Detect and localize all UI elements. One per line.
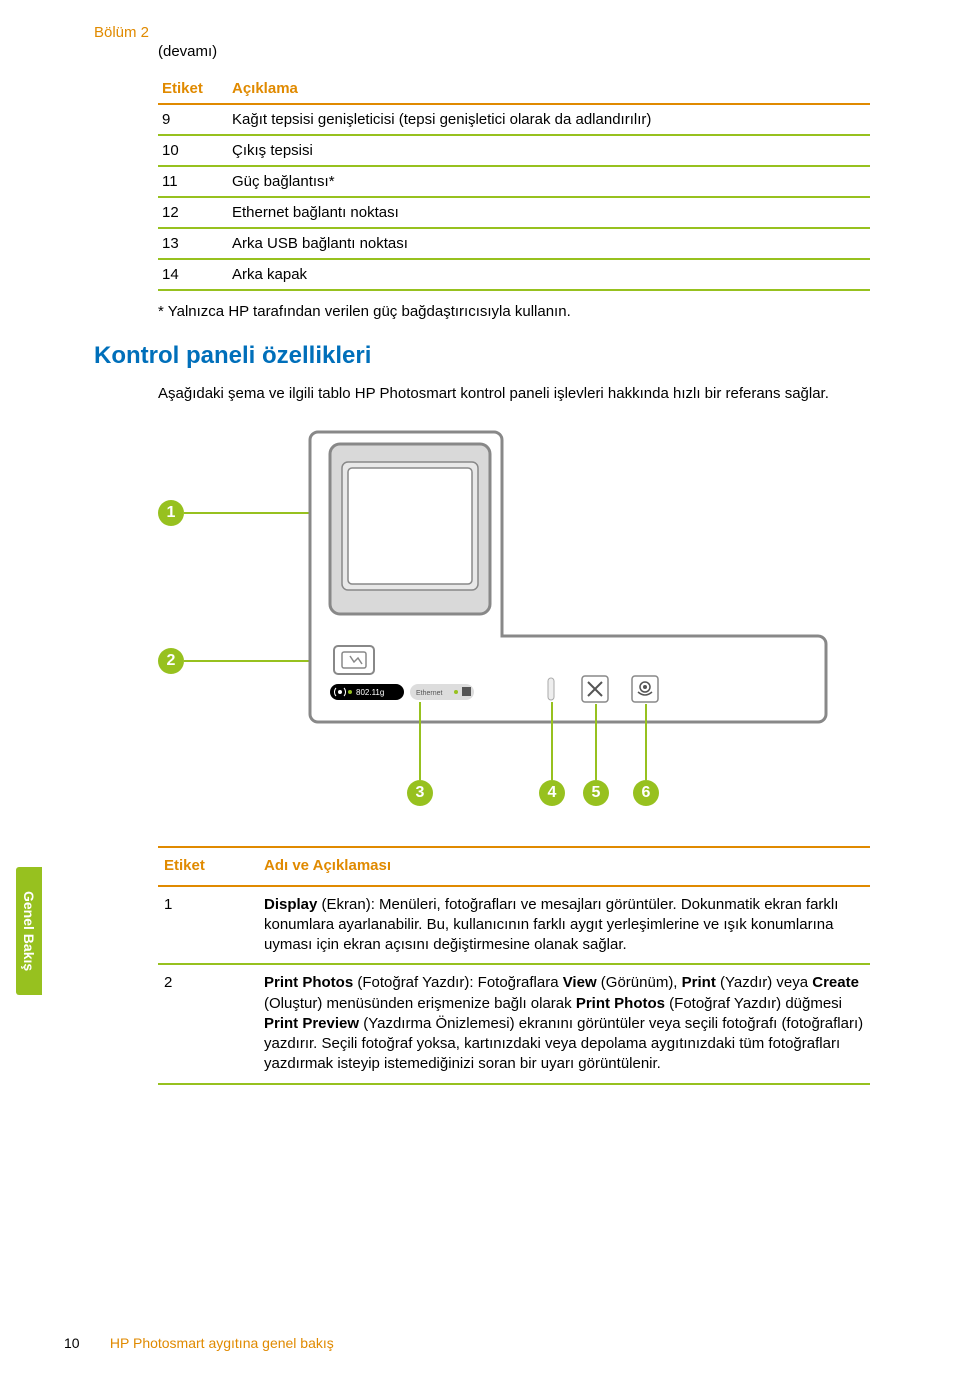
table-row: 11Güç bağlantısı* xyxy=(158,166,870,197)
table-cell-desc: Güç bağlantısı* xyxy=(228,166,870,197)
diagram-line xyxy=(645,704,647,780)
diagram-line xyxy=(419,702,421,780)
parts-table: Etiket Açıklama 9Kağıt tepsisi genişleti… xyxy=(158,74,870,291)
page-number: 10 xyxy=(64,1335,106,1351)
t2-head-etiket: Etiket xyxy=(158,847,258,885)
table-cell-etiket: 10 xyxy=(158,135,228,166)
diagram-marker-6: 6 xyxy=(633,780,659,806)
table-row: 1Display (Ekran): Menüleri, fotoğrafları… xyxy=(158,886,870,965)
table-row: 14Arka kapak xyxy=(158,259,870,290)
diagram-line xyxy=(551,702,553,780)
table-cell-desc: Ethernet bağlantı noktası xyxy=(228,197,870,228)
page-footer: 10 HP Photosmart aygıtına genel bakış xyxy=(64,1335,334,1351)
footnote: * Yalnızca HP tarafından verilen güç bağ… xyxy=(158,303,870,320)
diagram-line xyxy=(595,704,597,780)
diagram-marker-3: 3 xyxy=(407,780,433,806)
section-intro: Aşağıdaki şema ve ilgili tablo HP Photos… xyxy=(158,384,870,404)
table-cell-desc: Display (Ekran): Menüleri, fotoğrafları … xyxy=(258,886,870,965)
table-row: 12Ethernet bağlantı noktası xyxy=(158,197,870,228)
diagram-marker-4: 4 xyxy=(539,780,565,806)
table-cell-desc: Arka kapak xyxy=(228,259,870,290)
chapter-label: Bölüm 2 xyxy=(94,24,870,41)
table-row: 9Kağıt tepsisi genişleticisi (tepsi geni… xyxy=(158,104,870,135)
ethernet-label: Ethernet xyxy=(416,690,443,697)
table-cell-etiket: 14 xyxy=(158,259,228,290)
controls-table: Etiket Adı ve Açıklaması 1Display (Ekran… xyxy=(158,846,870,1084)
side-tab: Genel Bakış xyxy=(16,867,42,995)
table-cell-etiket: 1 xyxy=(158,886,258,965)
t2-head-desc: Adı ve Açıklaması xyxy=(258,847,870,885)
table-cell-desc: Arka USB bağlantı noktası xyxy=(228,228,870,259)
table-cell-etiket: 12 xyxy=(158,197,228,228)
continued-label: (devamı) xyxy=(158,43,870,60)
diagram-marker-5: 5 xyxy=(583,780,609,806)
table-cell-etiket: 13 xyxy=(158,228,228,259)
control-panel-diagram: 1 2 802.11g xyxy=(158,428,848,828)
wifi-label: 802.11g xyxy=(356,688,384,697)
section-heading: Kontrol paneli özellikleri xyxy=(94,342,870,370)
table-cell-desc: Çıkış tepsisi xyxy=(228,135,870,166)
table-cell-desc: Print Photos (Fotoğraf Yazdır): Fotoğraf… xyxy=(258,964,870,1083)
t1-head-aciklama: Açıklama xyxy=(228,74,870,104)
printer-panel-graphic: 802.11g Ethernet xyxy=(306,428,836,748)
table-cell-etiket: 2 xyxy=(158,964,258,1083)
diagram-marker-2: 2 xyxy=(158,648,184,674)
table-cell-desc: Kağıt tepsisi genişleticisi (tepsi geniş… xyxy=(228,104,870,135)
table-row: 13Arka USB bağlantı noktası xyxy=(158,228,870,259)
table-cell-etiket: 9 xyxy=(158,104,228,135)
table-cell-etiket: 11 xyxy=(158,166,228,197)
t1-head-etiket: Etiket xyxy=(158,74,228,104)
diagram-marker-1: 1 xyxy=(158,500,184,526)
table-row: 2Print Photos (Fotoğraf Yazdır): Fotoğra… xyxy=(158,964,870,1083)
footer-title: HP Photosmart aygıtına genel bakış xyxy=(110,1335,334,1351)
table-row: 10Çıkış tepsisi xyxy=(158,135,870,166)
